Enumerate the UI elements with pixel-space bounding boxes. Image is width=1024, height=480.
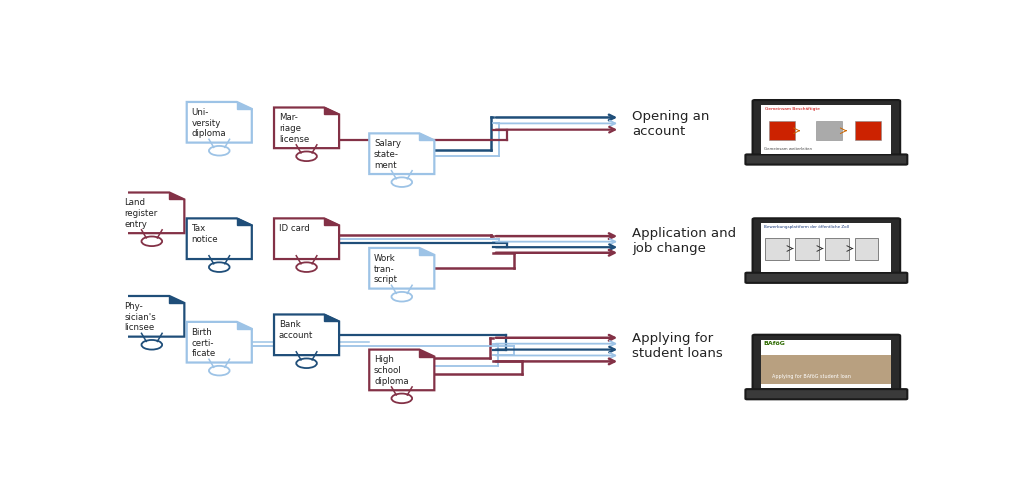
Text: Application and
job change: Application and job change	[632, 227, 736, 254]
Text: Applying for
student loans: Applying for student loans	[632, 332, 723, 360]
Bar	[796, 238, 818, 260]
Text: Land
register
entry: Land register entry	[124, 198, 158, 229]
Bar	[761, 339, 892, 388]
Polygon shape	[274, 218, 339, 259]
Polygon shape	[325, 108, 339, 114]
Polygon shape	[237, 102, 252, 109]
Text: High
school
diploma: High school diploma	[374, 356, 409, 386]
Polygon shape	[169, 192, 184, 200]
FancyBboxPatch shape	[753, 218, 900, 276]
Bar	[761, 223, 892, 272]
Bar	[761, 105, 892, 154]
Text: Bewerbungsplattform der öffentliche Zoll: Bewerbungsplattform der öffentliche Zoll	[764, 225, 849, 229]
Bar	[816, 121, 842, 140]
Polygon shape	[420, 133, 434, 140]
Text: Birth
certi-
ficate: Birth certi- ficate	[191, 328, 216, 358]
Text: Salary
state-
ment: Salary state- ment	[374, 139, 401, 170]
Polygon shape	[169, 296, 184, 303]
Polygon shape	[370, 248, 434, 288]
Bar	[855, 121, 881, 140]
Polygon shape	[325, 218, 339, 225]
Polygon shape	[420, 349, 434, 357]
Polygon shape	[186, 102, 252, 143]
Text: Gemeinsam weiterleiten: Gemeinsam weiterleiten	[765, 147, 812, 152]
FancyBboxPatch shape	[753, 335, 900, 392]
Text: Opening an
account: Opening an account	[632, 110, 710, 138]
Polygon shape	[186, 218, 252, 259]
Text: ID card: ID card	[279, 224, 309, 233]
FancyBboxPatch shape	[745, 273, 907, 283]
Polygon shape	[370, 133, 434, 174]
Text: Gemeinsam Beschäftigte: Gemeinsam Beschäftigte	[765, 107, 820, 111]
Text: Mar-
riage
license: Mar- riage license	[279, 113, 309, 144]
Bar	[769, 121, 796, 140]
Text: Work
tran-
script: Work tran- script	[374, 254, 398, 284]
Polygon shape	[325, 314, 339, 322]
Text: Tax
notice: Tax notice	[191, 224, 218, 244]
Text: Uni-
versity
diploma: Uni- versity diploma	[191, 108, 226, 138]
Bar	[855, 238, 879, 260]
Polygon shape	[420, 248, 434, 255]
FancyBboxPatch shape	[745, 155, 907, 165]
Polygon shape	[237, 322, 252, 329]
Polygon shape	[274, 108, 339, 148]
Polygon shape	[119, 296, 184, 336]
Polygon shape	[274, 314, 339, 355]
Polygon shape	[186, 322, 252, 362]
Text: BAföG: BAföG	[764, 341, 785, 347]
Bar	[765, 238, 788, 260]
Text: Bank
account: Bank account	[279, 320, 313, 340]
Polygon shape	[237, 218, 252, 225]
Bar	[825, 238, 849, 260]
Polygon shape	[119, 192, 184, 233]
Text: Applying for BAföG student loan: Applying for BAföG student loan	[772, 373, 851, 379]
Text: Phy-
sician's
licnsee: Phy- sician's licnsee	[124, 302, 156, 333]
FancyBboxPatch shape	[753, 100, 900, 157]
FancyBboxPatch shape	[745, 389, 907, 399]
Bar	[761, 355, 892, 384]
Polygon shape	[370, 349, 434, 390]
